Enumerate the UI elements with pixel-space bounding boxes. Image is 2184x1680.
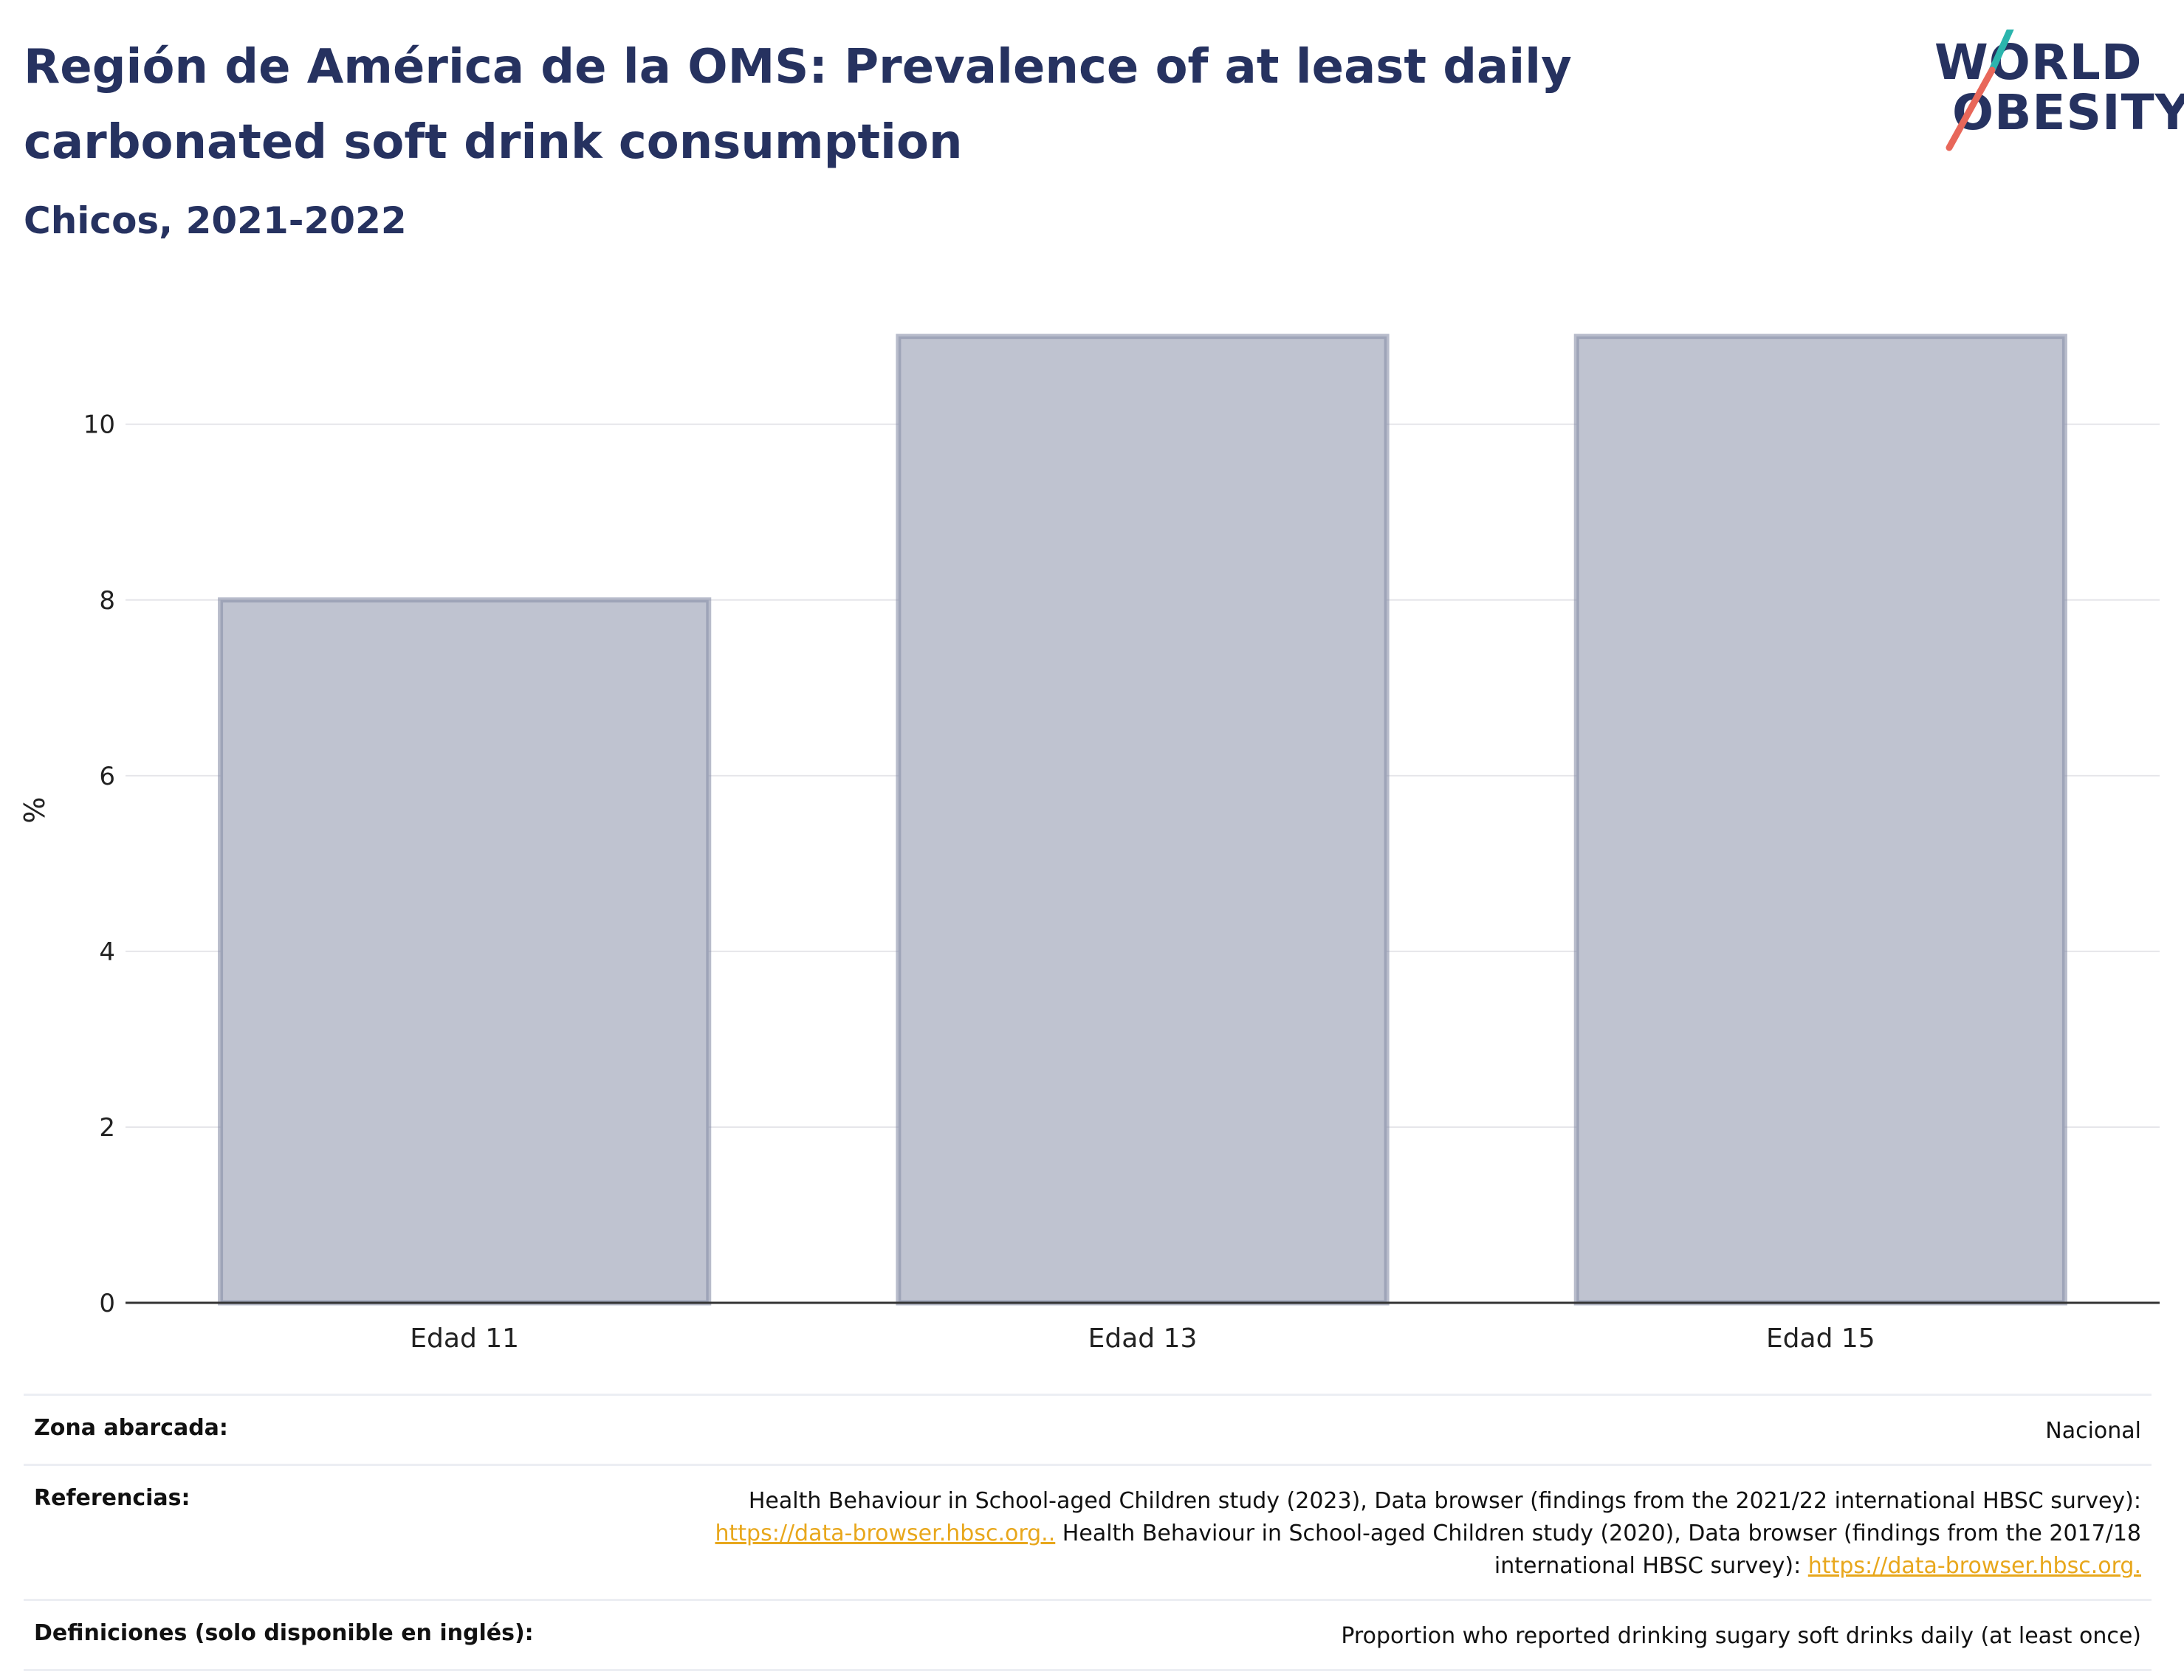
footer-label-definitions: Definiciones (solo disponible en inglés)… bbox=[34, 1620, 534, 1646]
reference-2-text: Health Behaviour in School-aged Children… bbox=[1055, 1521, 2141, 1579]
y-tick-label: 8 bbox=[99, 586, 115, 616]
reference-1-text: Health Behaviour in School-aged Children… bbox=[748, 1488, 2141, 1514]
bar-edad-13 bbox=[896, 334, 1390, 1306]
bar-edad-15 bbox=[1573, 334, 2067, 1306]
footer-label-coverage: Zona abarcada: bbox=[34, 1415, 228, 1441]
y-axis-label: % bbox=[18, 796, 51, 823]
footer-value-coverage: Nacional bbox=[2045, 1418, 2141, 1444]
x-tick-label: Edad 11 bbox=[410, 1323, 519, 1354]
logo-line-1: WORLD bbox=[1934, 34, 2143, 91]
y-tick-label: 2 bbox=[99, 1113, 115, 1143]
logo-slash-icon bbox=[1946, 30, 2014, 151]
y-tick-label: 6 bbox=[99, 762, 115, 791]
bar-chart: 0 2 4 6 8 10 Edad 11 Edad 13 Edad 15 % bbox=[18, 334, 2160, 1354]
x-tick-label: Edad 13 bbox=[1088, 1323, 1198, 1354]
footer-value-definitions: Proportion who reported drinking sugary … bbox=[1341, 1623, 2141, 1649]
logo-line-2: OBESITY bbox=[1952, 84, 2184, 141]
reference-1-link[interactable]: https://data-browser.hbsc.org.. bbox=[715, 1521, 1056, 1546]
footer-label-references: Referencias: bbox=[34, 1485, 190, 1511]
chart-title: Región de América de la OMS: Prevalence … bbox=[24, 40, 1572, 170]
chart-footer: Zona abarcada: Nacional Referencias: Hea… bbox=[24, 1394, 2152, 1671]
x-tick-label: Edad 15 bbox=[1766, 1323, 1875, 1354]
y-tick-labels: 0 2 4 6 8 10 bbox=[83, 410, 115, 1318]
bar-edad-11 bbox=[218, 597, 712, 1306]
world-obesity-logo: WORLD OBESITY bbox=[1927, 30, 2184, 162]
footer-value-references: Health Behaviour in School-aged Children… bbox=[591, 1485, 2141, 1583]
reference-2-link[interactable]: https://data-browser.hbsc.org. bbox=[1807, 1553, 2141, 1579]
y-tick-label: 0 bbox=[99, 1289, 115, 1318]
chart-subtitle: Chicos, 2021-2022 bbox=[24, 199, 407, 242]
bars bbox=[218, 334, 2067, 1306]
x-tick-labels: Edad 11 Edad 13 Edad 15 bbox=[410, 1323, 1875, 1354]
y-tick-label: 4 bbox=[99, 937, 115, 967]
footer-row-coverage: Zona abarcada: Nacional bbox=[24, 1394, 2152, 1464]
footer-row-references: Referencias: Health Behaviour in School-… bbox=[24, 1464, 2152, 1599]
y-tick-label: 10 bbox=[83, 410, 115, 440]
footer-row-definitions: Definiciones (solo disponible en inglés)… bbox=[24, 1599, 2152, 1671]
